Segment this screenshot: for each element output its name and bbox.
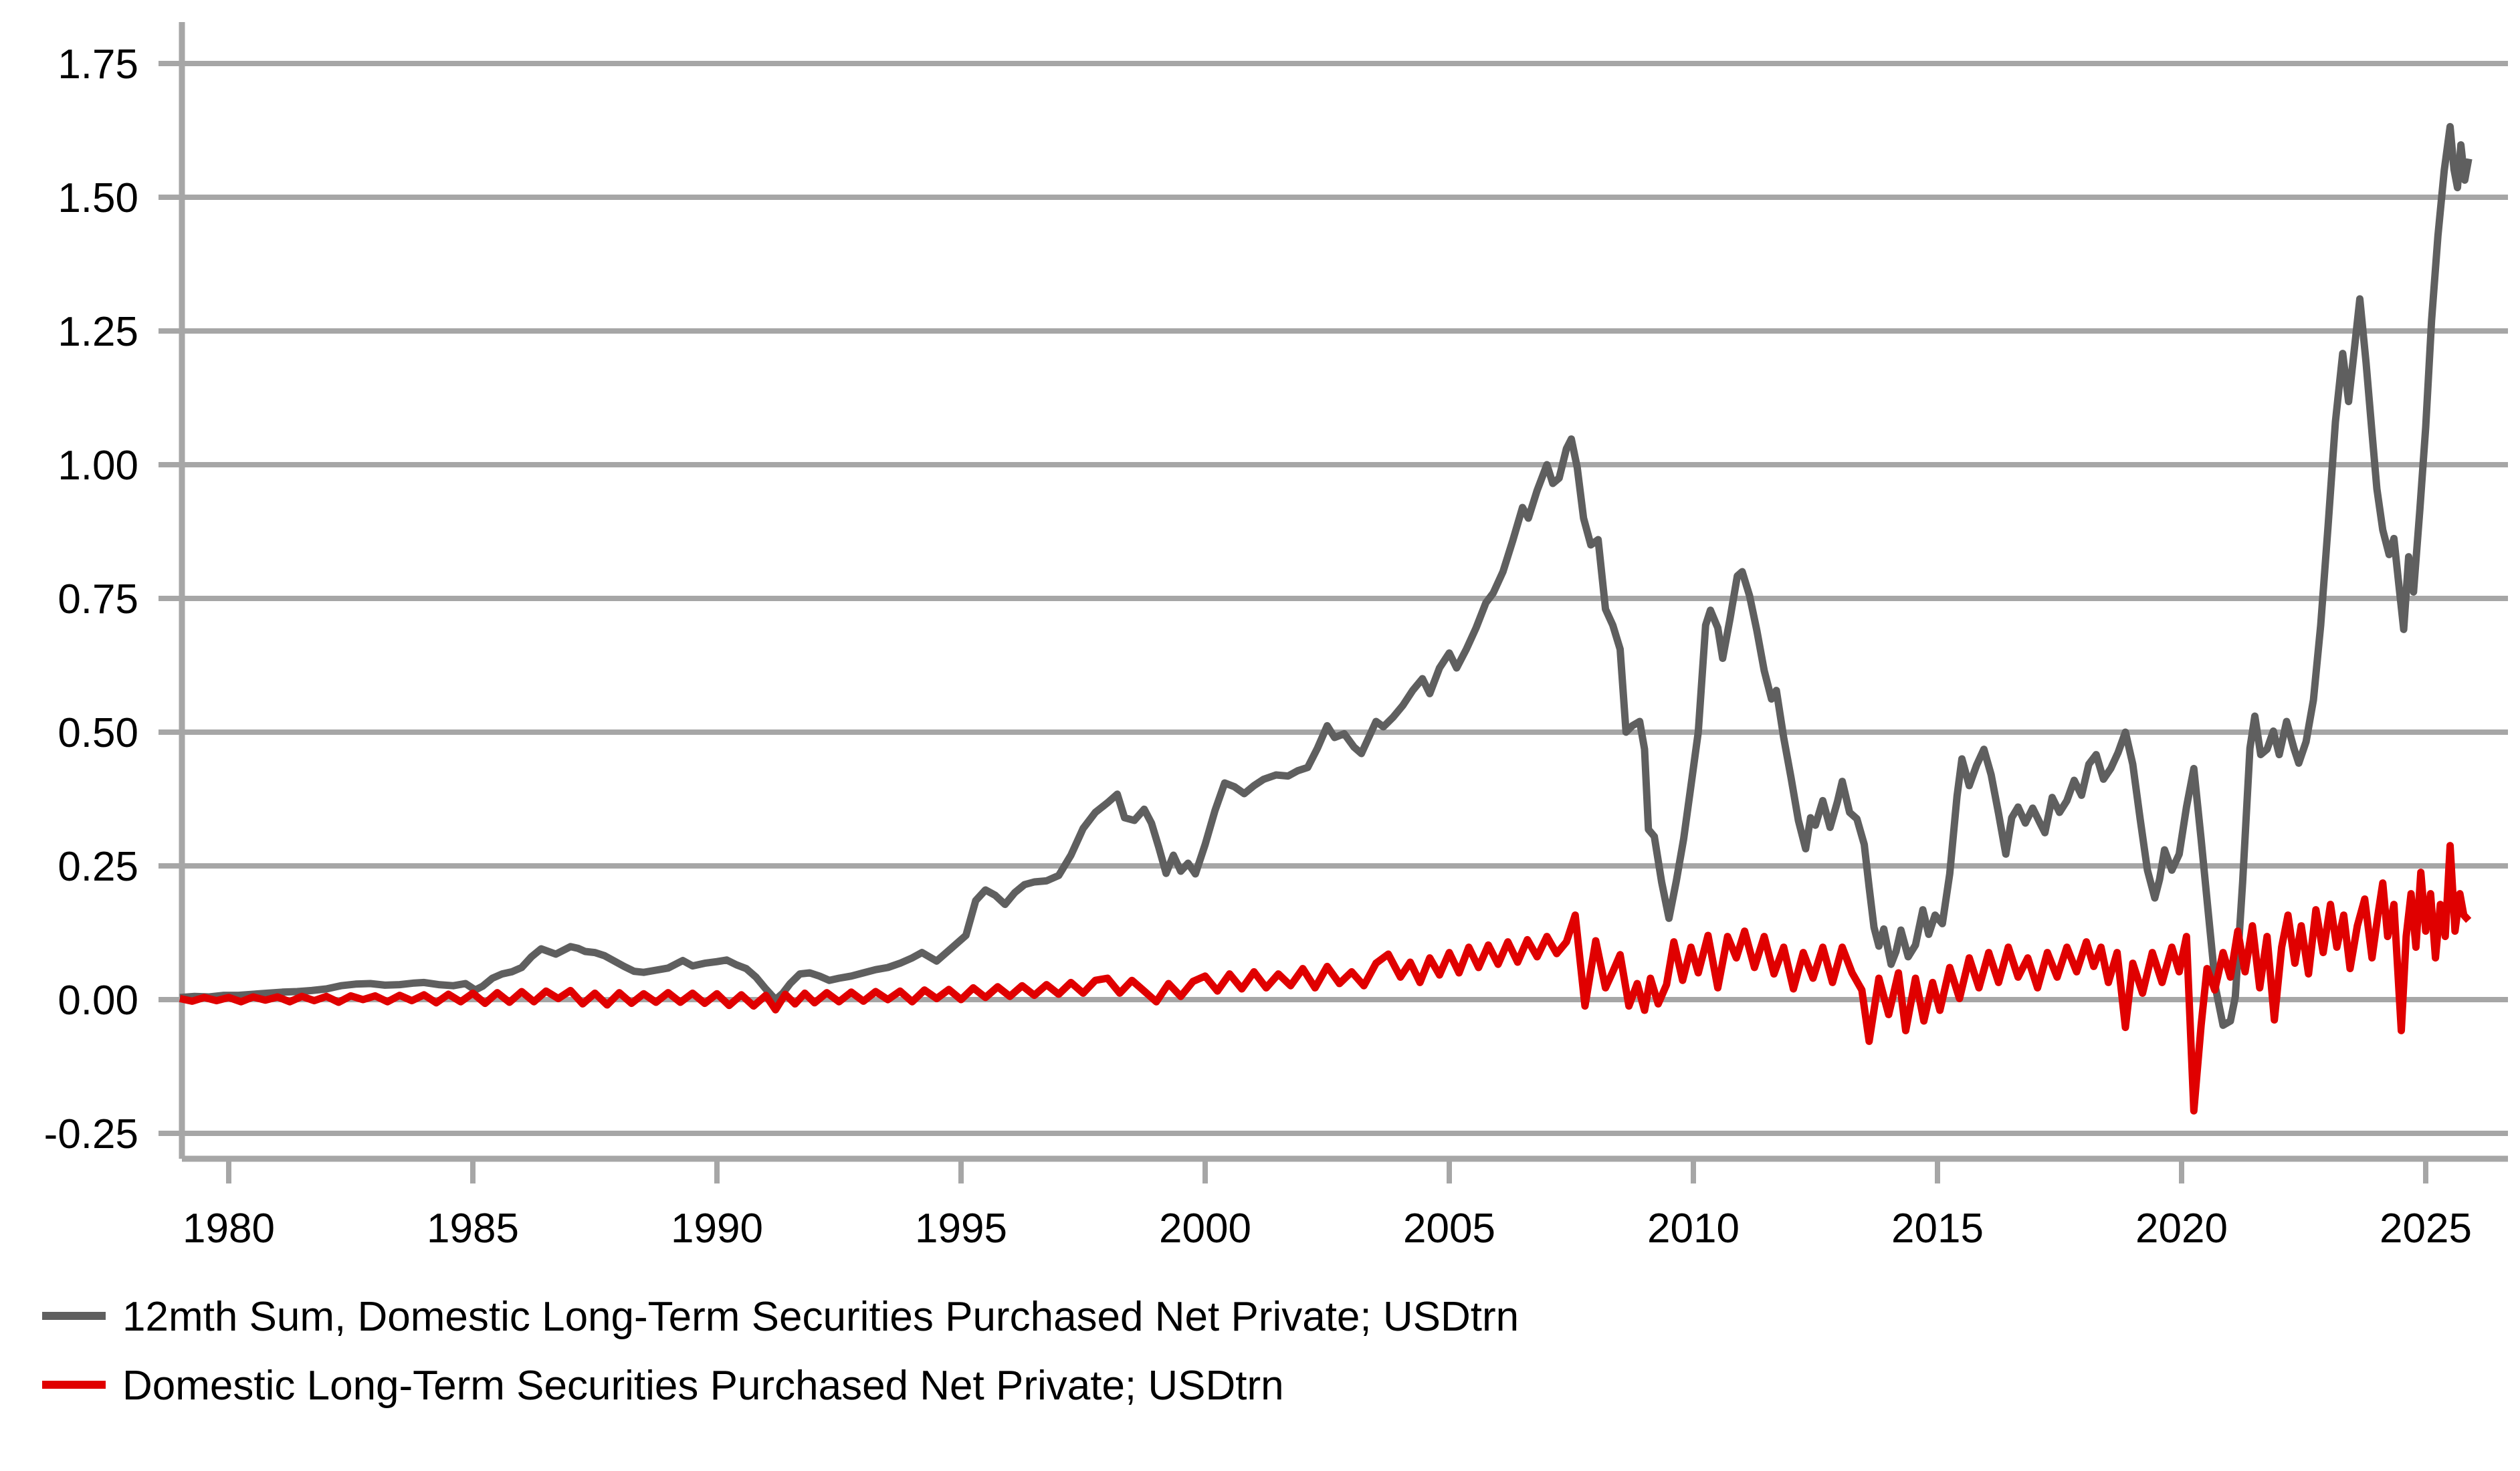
legend-label-12mth-sum: 12mth Sum, Domestic Long-Term Securities…: [122, 1294, 1519, 1340]
y-tick-label: 0.50: [58, 710, 138, 756]
y-tick-labels: 1.75 1.50 1.25 1.00 0.75 0.50 0.25 0.00 -0.25: [44, 41, 138, 1157]
y-tick-label: 1.50: [58, 175, 138, 221]
x-tick-label: 1985: [427, 1206, 519, 1252]
series-line-12mth-sum: [179, 122, 2473, 1029]
y-tick-label: 0.25: [58, 844, 138, 890]
x-tick-label: 2020: [2135, 1206, 2228, 1252]
series-lines: [179, 122, 2473, 1115]
legend: 12mth Sum, Domestic Long-Term Securities…: [42, 1294, 1519, 1409]
y-tick-label: -0.25: [44, 1111, 138, 1157]
y-tick-label: 1.75: [58, 41, 138, 88]
x-tick-label: 2015: [1891, 1206, 1984, 1252]
x-tick-label: 2010: [1647, 1206, 1740, 1252]
x-tick-label: 2005: [1403, 1206, 1495, 1252]
x-tick-label: 1990: [671, 1206, 763, 1252]
y-tick-label: 1.00: [58, 443, 138, 489]
y-tick-label: 1.25: [58, 309, 138, 355]
x-tick-label: 2025: [2380, 1206, 2472, 1252]
y-tick-label: 0.75: [58, 576, 138, 623]
y-tick-label: 0.00: [58, 978, 138, 1024]
x-tick-label: 2000: [1159, 1206, 1251, 1252]
x-tick-label: 1995: [915, 1206, 1007, 1252]
x-tick-labels: 1980 1985 1990 1995 2000 2005 2010 2015 2020 2025: [183, 1206, 2472, 1252]
axes: [159, 22, 2508, 1183]
series-line-monthly: [179, 842, 2472, 1115]
legend-label-monthly: Domestic Long-Term Securities Purchased …: [122, 1363, 1284, 1409]
x-tick-label: 1980: [183, 1206, 275, 1252]
